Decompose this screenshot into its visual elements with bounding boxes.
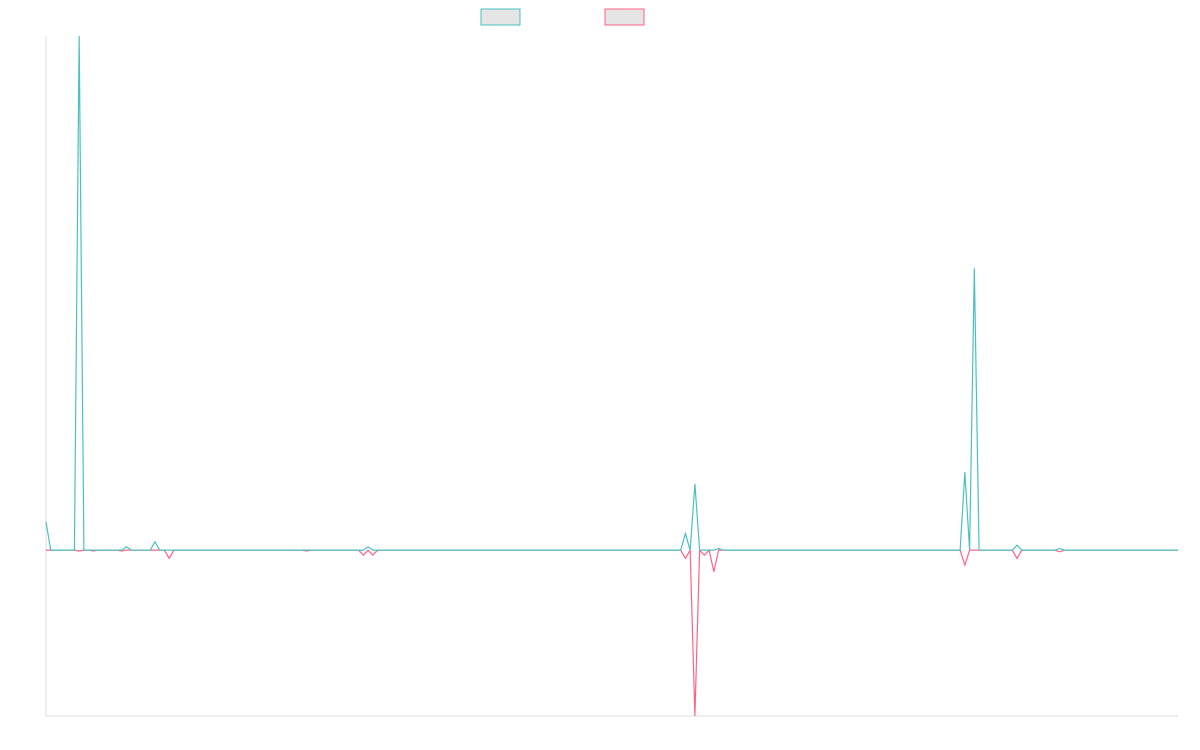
legend[interactable]: [480, 8, 645, 26]
legend-swatch-a[interactable]: [480, 8, 521, 26]
legend-swatch-b[interactable]: [604, 8, 645, 26]
series-layer: [45, 35, 1178, 717]
series-line-a: [45, 35, 1178, 551]
series-line-b: [46, 547, 1178, 717]
axes: [45, 36, 1178, 717]
